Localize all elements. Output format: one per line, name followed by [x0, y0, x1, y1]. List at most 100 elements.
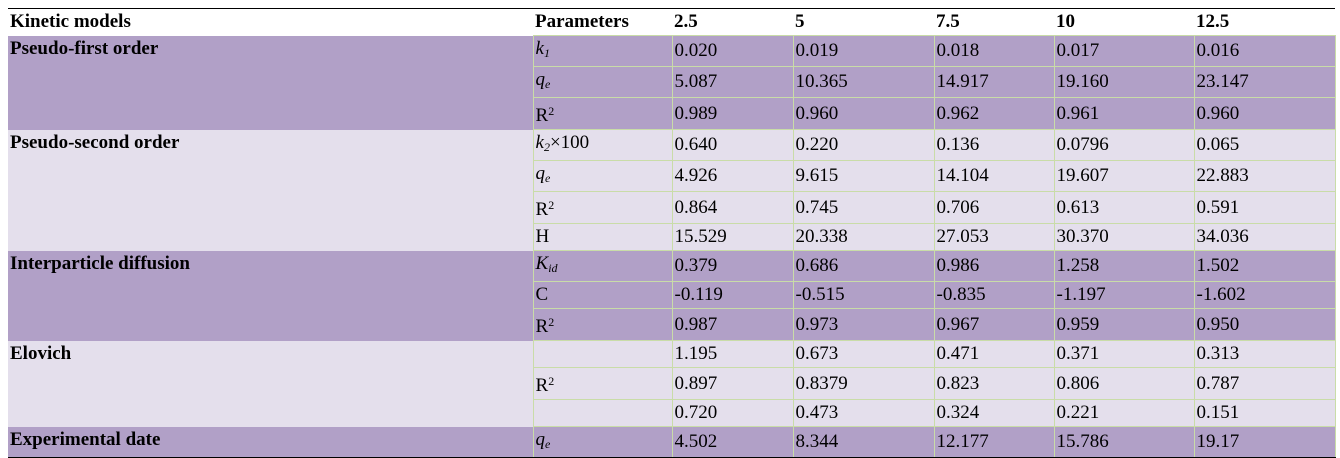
value-cell: 15.529 [671, 223, 794, 251]
parameter-cell: qe [532, 426, 673, 458]
parameter-part: q [535, 429, 546, 450]
parameter-part: k [535, 132, 544, 153]
value-cell: 0.613 [1053, 191, 1195, 224]
data-row: 0.720 0.473 0.324 0.221 0.151 [8, 399, 1336, 427]
parameter-cell: k2×100 [532, 129, 673, 161]
value-cell: 30.370 [1053, 223, 1195, 251]
header-cell: 5 [793, 8, 934, 36]
value-cell: 0.019 [792, 35, 935, 67]
parameter-part: 2 [543, 140, 550, 154]
parameter-cell: k1 [532, 35, 673, 67]
data-row: Pseudo-first order k1 0.020 0.019 0.018 0.017… [8, 35, 1336, 130]
value-cell: 0.745 [792, 191, 935, 224]
parameter-part: e [545, 77, 551, 91]
header-cell: Parameters [533, 8, 672, 36]
page: Kinetic models Parameters 2.5 5 7.5 10 12.5 Pse… [8, 8, 1336, 458]
model-name: Interparticle diffusion [8, 250, 533, 341]
parameter-cell: H [532, 223, 673, 251]
value-cell: 22.883 [1193, 160, 1336, 192]
value-cell: 0.950 [1193, 308, 1336, 341]
value-cell: 1.195 [671, 340, 794, 368]
value-cell: 0.313 [1193, 340, 1336, 368]
value-cell: 0.987 [671, 308, 794, 341]
parameter-part: 2 [548, 374, 555, 388]
data-row: R2 0.897 0.8379 0.823 0.806 0.787 [8, 367, 1336, 400]
parameter-part: 2 [548, 315, 555, 329]
value-cell: 0.973 [792, 308, 935, 341]
table-body: Kinetic models Parameters 2.5 5 7.5 10 12.5 Pse… [8, 8, 1336, 458]
value-cell: -0.835 [933, 281, 1055, 309]
parameter-part: e [545, 171, 551, 185]
value-cell: 0.823 [933, 367, 1055, 400]
value-cell: 0.017 [1053, 35, 1195, 67]
value-cell: 9.615 [792, 160, 935, 192]
parameter-part: 2 [548, 104, 555, 118]
value-cell: 0.986 [933, 250, 1055, 282]
value-cell: 14.917 [933, 66, 1055, 98]
value-cell: 0.016 [1193, 35, 1336, 67]
value-cell: 1.258 [1053, 250, 1195, 282]
value-cell: 0.960 [1193, 97, 1336, 130]
model-name: Pseudo-second order [8, 129, 533, 251]
header-cell: 2.5 [672, 8, 793, 36]
value-cell: 0.787 [1193, 367, 1336, 400]
value-cell: 0.8379 [792, 367, 935, 400]
parameter-cell: Kid [532, 250, 673, 282]
header-cell: 10 [1054, 8, 1194, 36]
value-cell: 14.104 [933, 160, 1055, 192]
value-cell: 0.151 [1193, 399, 1336, 427]
value-cell: 23.147 [1193, 66, 1336, 98]
value-cell: 5.087 [671, 66, 794, 98]
value-cell: 0.673 [792, 340, 935, 368]
value-cell: 0.806 [1053, 367, 1195, 400]
parameter-cell: qe [532, 66, 673, 98]
parameter-part: R [535, 375, 549, 396]
header-row: Kinetic models Parameters 2.5 5 7.5 10 12.5 [8, 8, 1335, 36]
data-row: Interparticle diffusion Kid 0.379 0.686 0.98… [8, 250, 1336, 341]
parameter-cell: qe [532, 160, 673, 192]
parameter-cell: R2 [532, 367, 673, 400]
header-cell: 12.5 [1194, 8, 1335, 36]
parameter-part: 2 [548, 198, 555, 212]
value-cell: 0.0796 [1053, 129, 1195, 161]
value-cell: -1.197 [1053, 281, 1195, 309]
parameter-part: C [535, 284, 549, 305]
value-cell: 0.018 [933, 35, 1055, 67]
data-row: C -0.119 -0.515 -0.835 -1.197 -1.602 [8, 281, 1336, 309]
model-name: Experimental date [8, 426, 533, 458]
value-cell: 27.053 [933, 223, 1055, 251]
value-cell: 34.036 [1193, 223, 1336, 251]
value-cell: 19.607 [1053, 160, 1195, 192]
value-cell: 0.640 [671, 129, 794, 161]
value-cell: 0.720 [671, 399, 794, 427]
parameter-part: R [535, 316, 549, 337]
value-cell: 0.379 [671, 250, 794, 282]
value-cell: 0.471 [933, 340, 1055, 368]
parameter-cell [532, 340, 673, 368]
data-row: Elovich 1.195 0.673 0.471 0.371 0.313 [8, 340, 1336, 427]
value-cell: 0.897 [671, 367, 794, 400]
model-name: Elovich [8, 340, 533, 427]
data-row: Pseudo-second order k2×100 0.640 0.220 0.136… [8, 129, 1336, 251]
value-cell: 19.160 [1053, 66, 1195, 98]
value-cell: 12.177 [933, 426, 1055, 458]
value-cell: 0.989 [671, 97, 794, 130]
value-cell: 19.17 [1193, 426, 1336, 458]
parameter-cell: C [532, 281, 673, 309]
value-cell: 4.926 [671, 160, 794, 192]
value-cell: 0.686 [792, 250, 935, 282]
parameter-part: q [535, 163, 546, 184]
value-cell: 10.365 [792, 66, 935, 98]
value-cell: -1.602 [1193, 281, 1336, 309]
parameter-part: K [535, 253, 549, 274]
value-cell: 0.962 [933, 97, 1055, 130]
value-cell: 15.786 [1053, 426, 1195, 458]
value-cell: -0.515 [792, 281, 935, 309]
parameter-part: R [535, 105, 549, 126]
parameter-part: id [548, 261, 558, 275]
parameter-part: e [545, 437, 551, 451]
header-cell: Kinetic models [8, 8, 533, 36]
value-cell: 0.473 [792, 399, 935, 427]
data-row: R2 0.987 0.973 0.967 0.959 0.950 [8, 308, 1336, 341]
value-cell: 0.864 [671, 191, 794, 224]
